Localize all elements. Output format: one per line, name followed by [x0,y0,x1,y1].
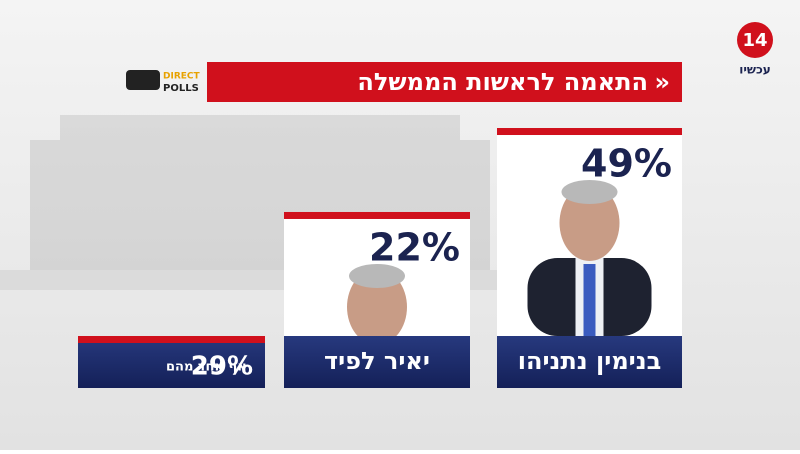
category-label: אף אחד מהם [166,360,247,375]
chart-title: התאמה לראשות הממשלה [357,68,648,96]
hair [561,180,618,205]
bar-top-strip [497,128,682,136]
source-icon [126,70,160,90]
bar-top-strip [284,211,470,219]
category-label: יאיר לפיד [324,347,430,375]
brand-name: עכשיו [739,63,771,77]
name-box [284,336,470,388]
value-label: 49% [581,142,672,186]
value-label: 29% [191,352,253,382]
tie [583,264,596,336]
portrait [347,263,407,345]
brand-circle [737,22,773,58]
title-bar: » התאמה לראשות הממשלה [207,62,682,102]
head [347,268,407,345]
title-box [207,62,682,102]
brand-logo: 14 עכשיו [737,22,773,77]
source-top: DIRECT [163,72,201,82]
source-bottom: POLLS [163,83,199,94]
portrait [527,180,652,336]
bar-top-strip [78,336,265,343]
category-label: בנימין נתניהו [518,347,662,375]
bar [78,336,265,388]
head [559,185,620,262]
source-logo: DIRECT POLLS [126,70,201,94]
brand-number: 14 [742,30,767,51]
value-label: 22% [369,225,460,269]
name-box [497,336,682,388]
hair [349,263,405,288]
title-chevrons: » [654,68,670,96]
